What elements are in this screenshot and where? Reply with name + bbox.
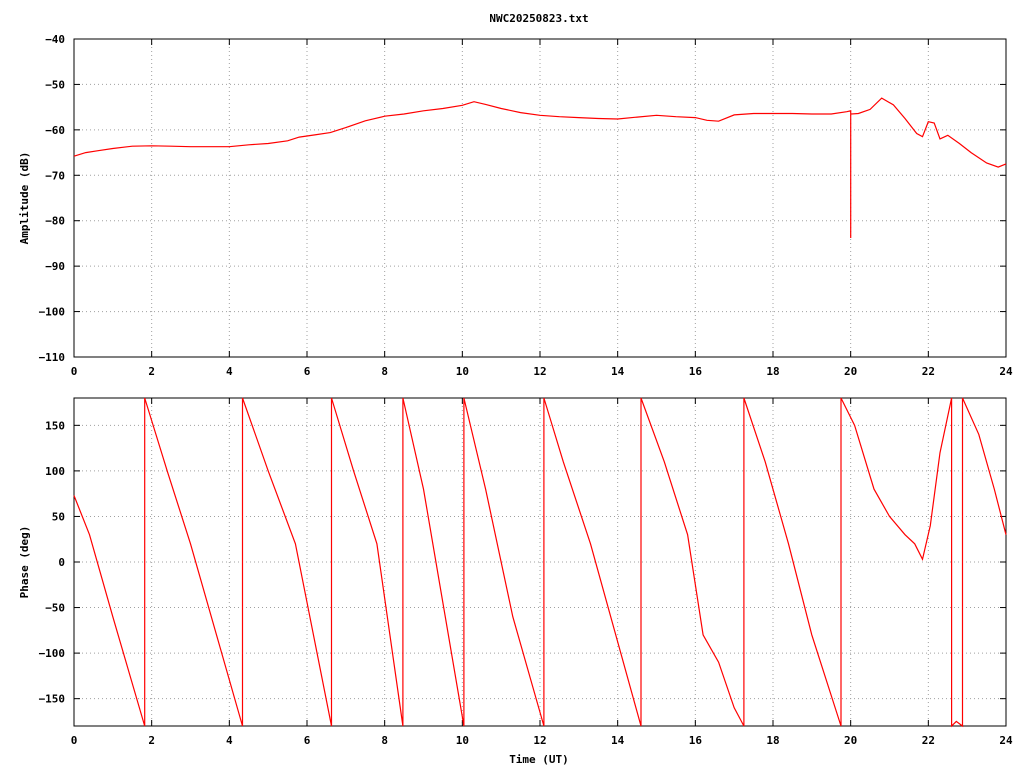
amplitude-x-tick-label: 20 <box>844 365 857 378</box>
phase-y-tick-label: −150 <box>39 693 66 706</box>
phase-x-tick-label: 2 <box>148 734 155 747</box>
amplitude-ticks <box>73 38 1007 358</box>
amplitude-y-tick-label: −40 <box>45 33 65 46</box>
amplitude-panel: −40−50−60−70−80−90−100−110 0 2 4 6 8 10 12 14 16… <box>18 33 1013 378</box>
amplitude-x-tick-labels: 0 2 4 6 8 10 12 14 16 18 20 22 24 <box>71 365 1013 378</box>
amplitude-y-tick-label: −50 <box>45 78 65 91</box>
phase-y-tick-label: −50 <box>45 602 65 615</box>
phase-y-axis-label: Phase (deg) <box>18 526 31 599</box>
phase-y-tick-label: 50 <box>52 510 65 523</box>
amplitude-y-tick-label: −90 <box>45 260 65 273</box>
phase-x-tick-label: 16 <box>689 734 703 747</box>
amplitude-x-tick-label: 4 <box>226 365 233 378</box>
phase-x-tick-label: 22 <box>922 734 935 747</box>
amplitude-y-tick-label: −110 <box>39 351 66 364</box>
amplitude-y-tick-label: −70 <box>45 169 65 182</box>
amplitude-x-tick-label: 22 <box>922 365 935 378</box>
amplitude-series-line <box>73 97 1007 238</box>
amplitude-y-tick-labels: −40 −50 −60 −70 −80 −90 −100 −110 <box>39 33 66 364</box>
phase-x-tick-labels: 0 2 4 6 8 10 12 14 16 18 20 22 24 <box>71 734 1013 747</box>
phase-y-tick-label: 0 <box>58 556 65 569</box>
phase-x-tick-label: 10 <box>456 734 469 747</box>
amplitude-x-tick-label: 16 <box>689 365 703 378</box>
phase-grid <box>74 398 1006 726</box>
phase-ticks <box>73 398 1007 726</box>
phase-x-tick-label: 14 <box>611 734 625 747</box>
phase-x-tick-label: 0 <box>71 734 78 747</box>
phase-y-tick-label: −100 <box>39 647 66 660</box>
amplitude-y-axis-label: Amplitude (dB) <box>18 152 31 245</box>
phase-x-tick-label: 18 <box>766 734 779 747</box>
phase-y-tick-label: 150 <box>45 419 65 432</box>
amplitude-y-tick-label: −80 <box>45 215 65 228</box>
phase-x-tick-label: 20 <box>844 734 857 747</box>
phase-x-tick-label: 24 <box>999 734 1013 747</box>
amplitude-x-tick-label: 18 <box>766 365 779 378</box>
phase-x-tick-label: 6 <box>304 734 311 747</box>
amplitude-y-tick-label: −100 <box>39 306 66 319</box>
amplitude-x-tick-label: 6 <box>304 365 311 378</box>
amplitude-x-tick-label: 2 <box>148 365 155 378</box>
amplitude-x-tick-label: 12 <box>533 365 546 378</box>
amplitude-x-tick-label: 8 <box>381 365 388 378</box>
phase-x-tick-label: 12 <box>533 734 546 747</box>
phase-y-tick-label: 100 <box>45 465 65 478</box>
amplitude-x-tick-label: 24 <box>999 365 1013 378</box>
amplitude-y-tick-label: −60 <box>45 124 65 137</box>
phase-x-axis-label: Time (UT) <box>509 753 569 766</box>
amplitude-x-tick-label: 14 <box>611 365 625 378</box>
phase-x-tick-label: 8 <box>381 734 388 747</box>
chart-title: NWC20250823.txt <box>489 12 588 25</box>
phase-x-tick-label: 4 <box>226 734 233 747</box>
amplitude-x-tick-label: 0 <box>71 365 78 378</box>
amplitude-x-tick-label: 10 <box>456 365 469 378</box>
phase-series-line <box>73 397 1007 728</box>
phase-y-tick-labels: 150 100 50 0 −50 −100 −150 <box>39 419 66 705</box>
